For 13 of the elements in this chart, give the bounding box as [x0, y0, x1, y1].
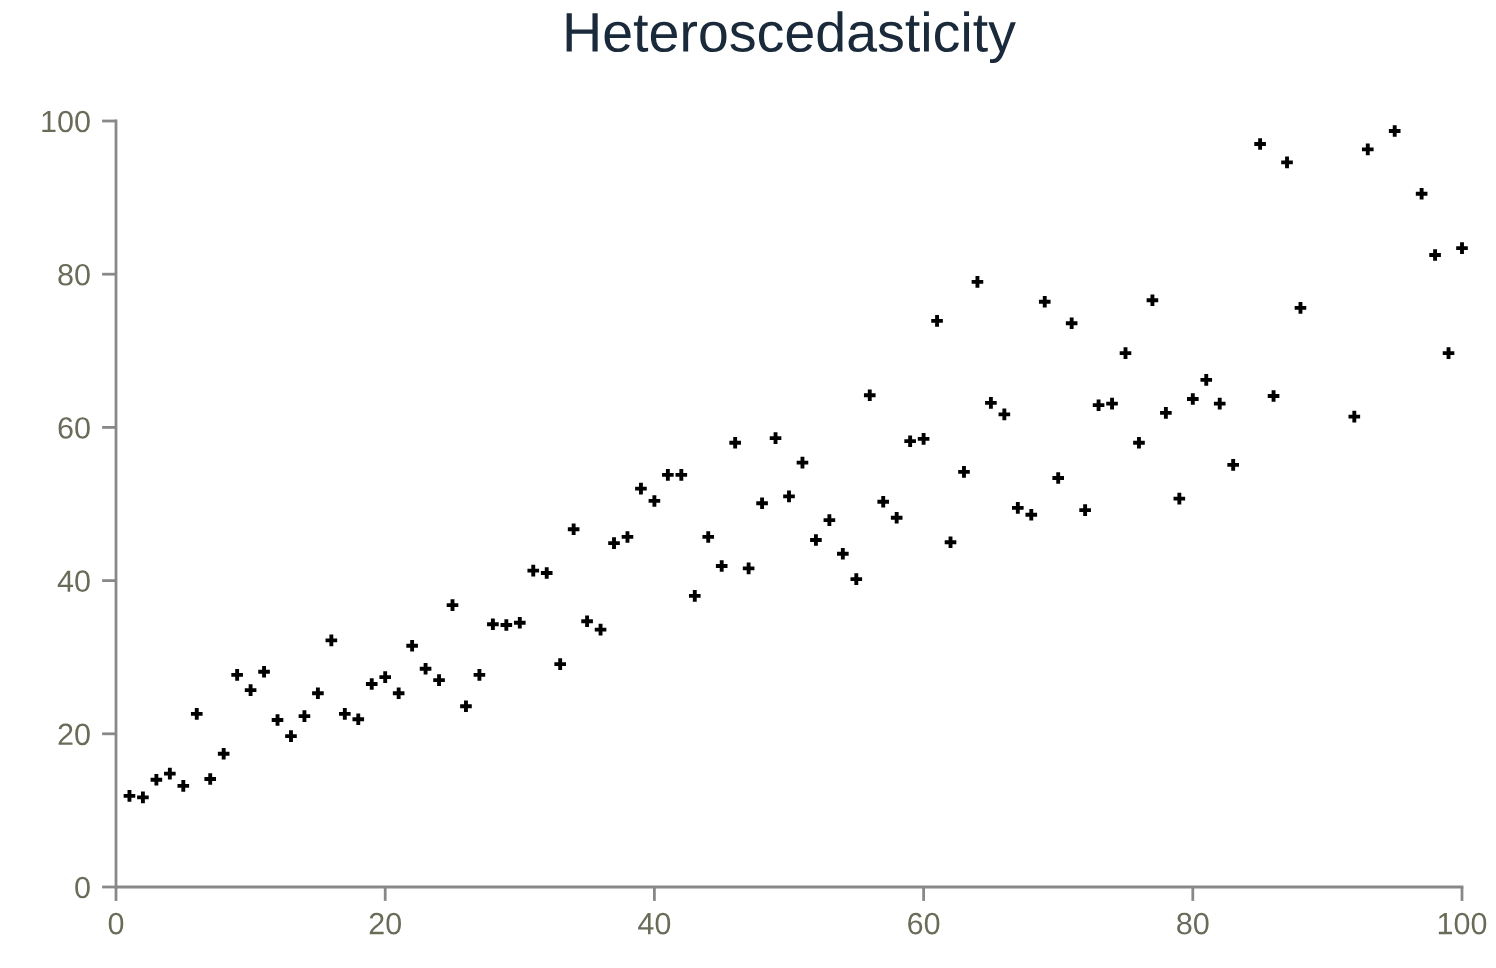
x-tick-label: 60	[908, 912, 940, 935]
x-tick-label: 100	[1438, 912, 1487, 935]
y-tick-label: 100	[42, 110, 90, 133]
y-tick-label: 20	[58, 723, 90, 746]
x-tick-label: 80	[1177, 912, 1209, 935]
x-tick-label: 0	[108, 912, 124, 935]
x-tick-label: 20	[369, 912, 401, 935]
chart-title: Heteroscedasticity	[566, 11, 1016, 64]
y-tick-label: 40	[57, 570, 90, 592]
y-tick-label: 80	[58, 263, 90, 286]
x-tick-label: 40	[638, 912, 671, 935]
y-tick-label: 60	[58, 417, 90, 439]
y-tick-label: 0	[75, 876, 90, 899]
